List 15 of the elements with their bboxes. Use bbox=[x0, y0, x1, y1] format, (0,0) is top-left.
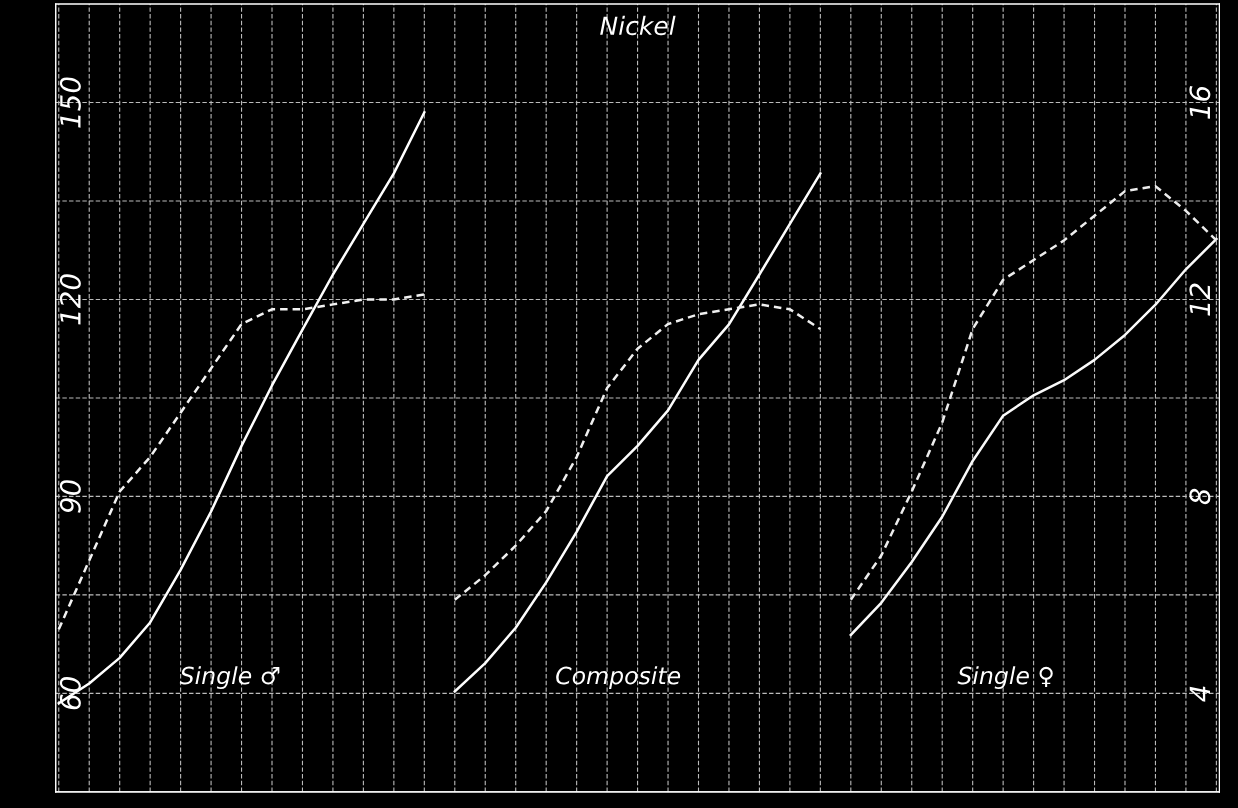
line-series bbox=[849, 184, 1218, 602]
line-series bbox=[453, 303, 822, 602]
y2-tick-label: 16 bbox=[1189, 86, 1211, 119]
chart-title: Nickel bbox=[600, 15, 676, 36]
y2-tick-label: 4 bbox=[1189, 686, 1210, 702]
annotation: Single ♀ bbox=[957, 666, 1053, 690]
y2-tick-label: 12 bbox=[1189, 283, 1210, 316]
line-series bbox=[453, 172, 822, 693]
y-tick-label: 90 bbox=[59, 480, 81, 513]
annotation: Single ♂ bbox=[179, 666, 280, 690]
y-tick-label: 150 bbox=[59, 77, 81, 128]
y-tick-label: 60 bbox=[59, 677, 81, 710]
y-tick-label: 120 bbox=[59, 274, 81, 325]
annotation: Composite bbox=[556, 666, 681, 690]
y2-tick-label: 8 bbox=[1189, 488, 1211, 505]
